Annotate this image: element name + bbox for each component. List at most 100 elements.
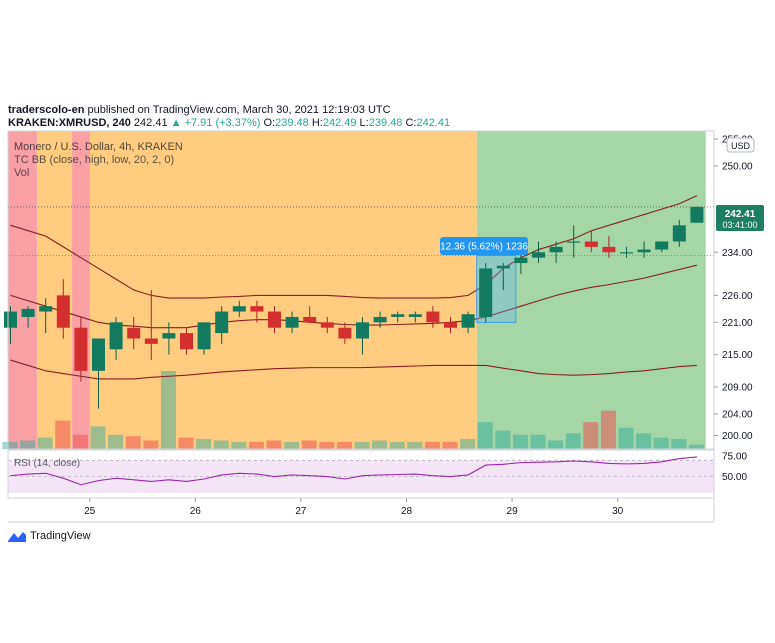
volume-bar — [583, 422, 599, 449]
legend-title[interactable]: Monero / U.S. Dollar, 4h, KRAKEN — [14, 141, 183, 153]
volume-bar — [389, 441, 405, 449]
tradingview-brand[interactable]: TradingView — [8, 530, 91, 542]
volume-bar — [37, 437, 53, 449]
price-tick-label: 209.00 — [722, 383, 753, 394]
volume-bar — [108, 434, 124, 449]
volume-bar — [301, 440, 317, 449]
session-bg-red — [72, 131, 90, 449]
session-bg-orange — [142, 131, 477, 449]
candle-body — [444, 322, 457, 328]
volume-bar — [372, 440, 388, 449]
candle-body — [127, 327, 141, 339]
volume-bar — [160, 371, 176, 449]
candle-body — [532, 252, 545, 258]
candle-body — [144, 338, 158, 344]
volume-bar — [512, 434, 528, 449]
currency-button[interactable]: USD — [726, 137, 755, 153]
volume-bar — [336, 441, 352, 449]
last-price-tag: 242.41 03:41:00 — [716, 205, 764, 231]
candle-body — [620, 252, 633, 254]
bb-middle-line — [10, 264, 698, 329]
volume-bar — [284, 441, 300, 449]
measure-tooltip-label: 12.36 (5.62%) 1236 — [440, 242, 528, 253]
candle-body — [56, 295, 70, 328]
rsi-line — [10, 456, 697, 486]
time-tick-label: 30 — [612, 506, 624, 517]
candle-body — [602, 246, 616, 253]
volume-bar — [55, 420, 71, 449]
candle-body — [426, 311, 440, 323]
legend-vol[interactable]: Vol — [14, 167, 29, 179]
symbol-name: KRAKEN:XMRUSD, 240 — [8, 117, 131, 129]
candle-body — [461, 314, 475, 328]
volume-bar — [495, 430, 511, 449]
low-label: L: — [359, 117, 369, 129]
volume-bar — [2, 441, 18, 449]
candle-body — [496, 265, 510, 269]
candle-body — [4, 311, 17, 328]
future-area — [711, 131, 714, 449]
price-tick-label: 234.00 — [722, 248, 753, 259]
candle-body — [637, 249, 651, 253]
rsi-tick-label: 50.00 — [722, 472, 747, 483]
measure-tooltip: 12.36 (5.62%) 1236 — [440, 237, 528, 255]
candle-body — [39, 306, 53, 312]
candle-body — [74, 327, 88, 371]
high-value: 242.49 — [322, 117, 357, 129]
candle-body — [391, 314, 405, 317]
price-tick-label: 200.00 — [722, 431, 753, 442]
volume-bar — [231, 441, 247, 449]
candle-body — [655, 241, 669, 250]
volume-bar — [530, 434, 546, 449]
volume-bar — [178, 437, 194, 449]
volume-bar — [460, 439, 476, 449]
volume-bar — [20, 440, 36, 449]
symbol-bar: KRAKEN:XMRUSD, 240 242.41 ▲ +7.91 (+3.37… — [8, 117, 450, 129]
last-price-tag-value: 242.41 — [725, 209, 756, 220]
candle-body — [584, 241, 598, 247]
session-bg-green — [476, 131, 706, 449]
time-tick-label: 28 — [401, 506, 413, 517]
volume-bar — [424, 441, 440, 449]
price-tick-label: 204.00 — [722, 409, 753, 420]
open-label: O: — [263, 117, 276, 129]
time-tick-label: 26 — [190, 506, 202, 517]
volume-bar — [477, 422, 493, 449]
volume-bar — [653, 437, 669, 449]
session-bg-red — [8, 131, 37, 449]
candle-body — [567, 241, 581, 243]
candle-body — [285, 316, 299, 328]
candle-body — [303, 316, 317, 323]
rsi-tick-label: 75.00 — [722, 452, 747, 463]
high-label: H: — [311, 117, 323, 129]
volume-bar — [354, 441, 370, 449]
brand-name: TradingView — [30, 530, 91, 542]
candle-body — [180, 333, 193, 350]
close-value: 242.41 — [416, 117, 451, 129]
bb-lower-line — [10, 359, 697, 380]
volume-bar — [636, 433, 652, 449]
author-name[interactable]: traderscolo-en — [8, 104, 85, 116]
candle-body — [268, 311, 281, 328]
candle-body — [356, 322, 369, 339]
volume-bar — [213, 440, 229, 449]
tradingview-logo-icon — [8, 532, 26, 542]
volume-bar — [442, 441, 458, 449]
price-tick-label: 226.00 — [722, 291, 753, 302]
candle-body — [408, 314, 422, 317]
legend-bb[interactable]: TC BB (close, high, low, 20, 2, 0) — [14, 154, 174, 166]
candle-body — [373, 316, 387, 323]
volume-bar — [90, 426, 106, 449]
candle-body — [672, 225, 686, 242]
last-price: 242.41 — [133, 117, 168, 129]
price-change: ▲ +7.91 (+3.37%) — [170, 117, 261, 129]
volume-bar — [618, 427, 634, 449]
publish-text: published on TradingView.com, March 30, … — [87, 104, 391, 116]
candle-body — [162, 333, 176, 339]
legend-rsi[interactable]: RSI (14, close) — [14, 458, 80, 469]
price-tick-label: 215.00 — [722, 350, 753, 361]
volume-bar — [125, 436, 141, 449]
candle-body — [338, 327, 352, 339]
bb-upper-line — [10, 195, 698, 299]
